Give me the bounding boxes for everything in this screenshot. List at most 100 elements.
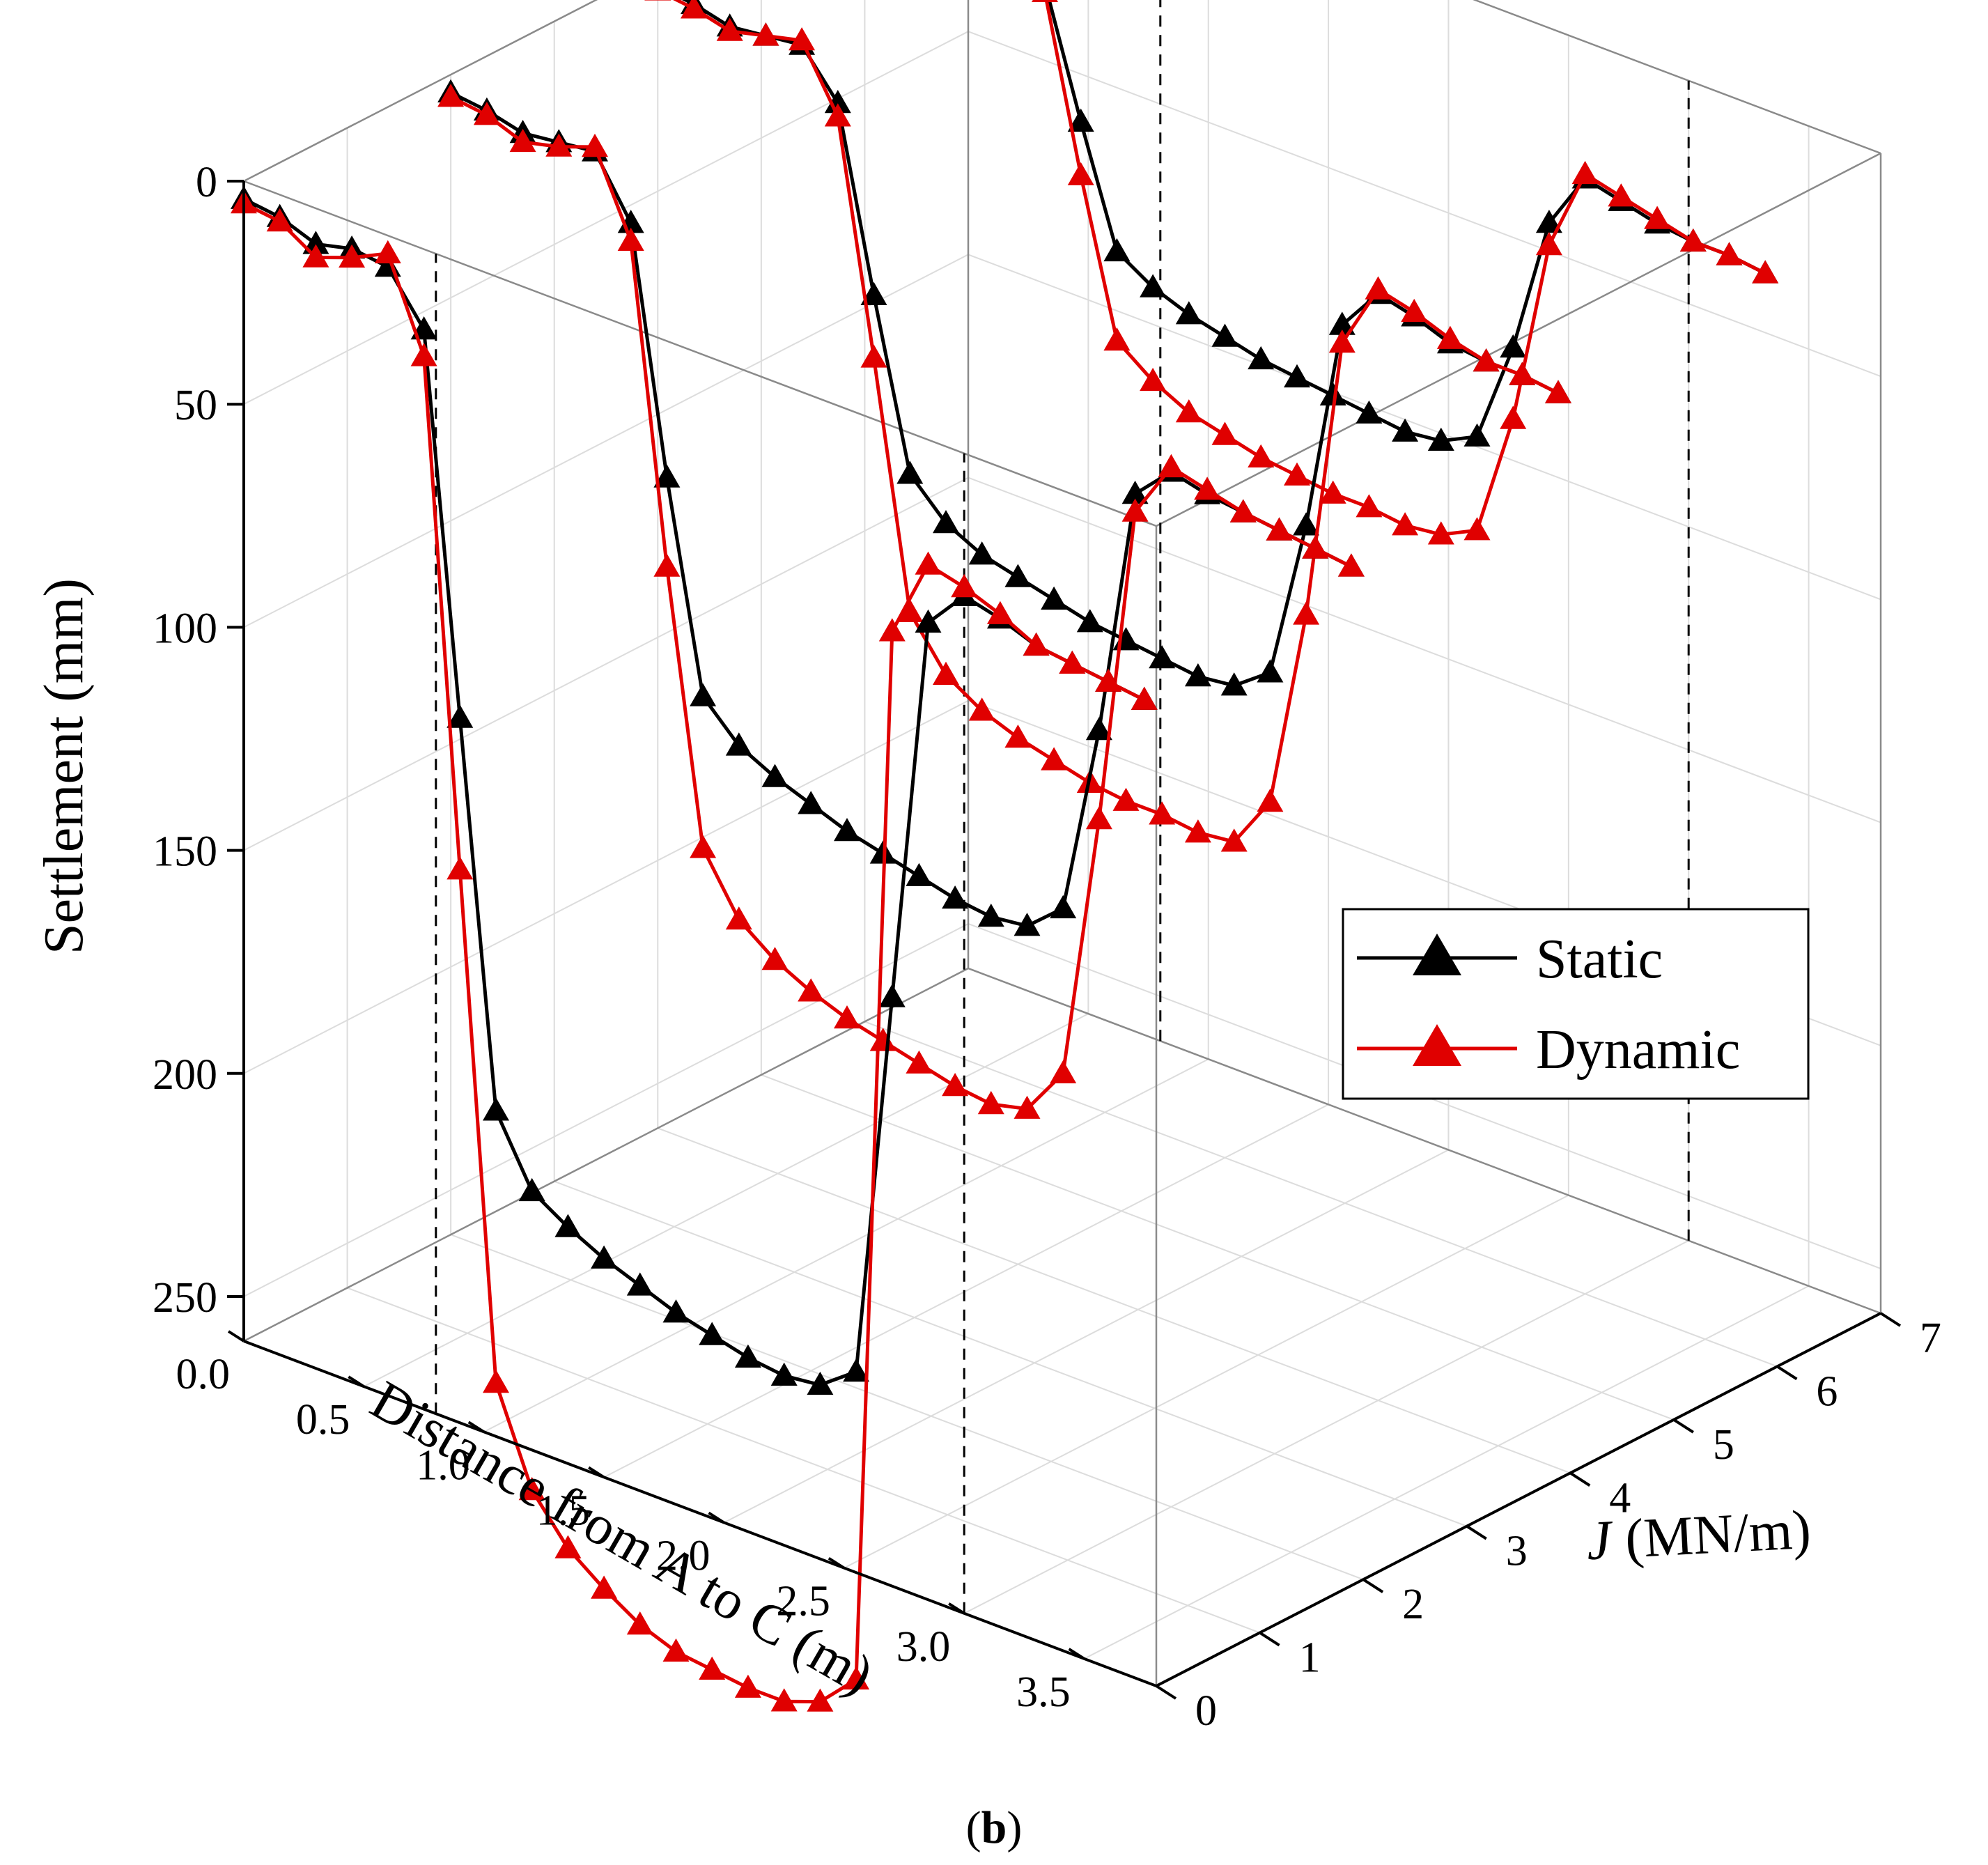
x-axis-tick (828, 1556, 845, 1570)
dynamic-marker (1229, 499, 1257, 523)
static-marker (1427, 427, 1454, 451)
static-marker (761, 764, 789, 787)
x-axis-tick-label: 3.5 (1016, 1669, 1071, 1716)
dynamic-marker (554, 1535, 582, 1558)
y-axis-line (1156, 1312, 1881, 1687)
static-marker (843, 1359, 870, 1382)
static-marker (1356, 400, 1383, 424)
left-wall-grid-line (243, 31, 969, 405)
left-wall-grid-line (243, 254, 969, 628)
y-axis-tick-label: 1 (1299, 1634, 1321, 1682)
dynamic-marker (653, 553, 681, 577)
back-wall-grid-line (968, 477, 1881, 823)
left-wall-grid-line (243, 923, 969, 1297)
static-marker (1085, 717, 1112, 741)
dynamic-marker (483, 1369, 509, 1393)
static-marker (734, 1344, 761, 1368)
dynamic-marker (1571, 160, 1599, 185)
floor-grid-line (963, 1239, 1689, 1614)
dynamic-marker (1401, 298, 1428, 323)
dynamic-marker (977, 1090, 1004, 1115)
static-marker (1014, 913, 1041, 936)
static-marker (834, 818, 860, 842)
static-line-j2 (449, 91, 1353, 928)
dynamic-marker (1752, 260, 1779, 284)
floor-grid-line (864, 1021, 1778, 1368)
dynamic-marker (878, 618, 906, 642)
dynamic-marker (1608, 183, 1635, 207)
back-wall-grid-line (968, 31, 1881, 378)
static-marker (915, 609, 942, 633)
floor-grid-line (483, 1058, 1209, 1433)
dynamic-marker (933, 661, 959, 685)
dynamic-marker (1014, 1095, 1041, 1119)
static-marker (1293, 512, 1320, 536)
static-marker (1140, 274, 1167, 297)
dynamic-marker (644, 0, 671, 1)
y-axis-tick (1466, 1525, 1487, 1540)
floor-grid-line (603, 1104, 1329, 1478)
axes: 0 50 100 150 200 250 0.0 0.5 1.0 1.5 2.0 2.5 3.0 3.5 0… (153, 159, 1941, 1735)
y-axis-tick-label: 6 (1816, 1368, 1838, 1415)
z-axis-title: Settlement (mm) (33, 578, 95, 954)
dynamic-marker (1535, 232, 1562, 256)
static-marker (933, 510, 959, 534)
y-axis-tick-label: 0 (1195, 1687, 1217, 1735)
dynamic-marker (1500, 405, 1527, 429)
x-axis-tick (467, 1421, 485, 1433)
x-axis-line (243, 1340, 1157, 1687)
dynamic-series-j4 (644, 0, 1571, 852)
static-marker (1004, 564, 1032, 587)
dynamic-marker (1545, 380, 1571, 403)
dynamic-marker (446, 856, 474, 880)
x-axis-tick-label: 0.0 (176, 1351, 231, 1398)
static-marker (302, 231, 329, 254)
dynamic-marker (1319, 480, 1346, 504)
box-floor-edge (243, 967, 969, 1342)
dynamic-marker (1248, 444, 1275, 467)
legend-box (1342, 908, 1810, 1100)
static-marker (1392, 418, 1419, 442)
dynamic-marker (942, 1073, 969, 1097)
dynamic-marker (1095, 668, 1122, 692)
x-axis-tick (348, 1375, 365, 1388)
static-marker (798, 791, 825, 814)
dynamic-marker (1211, 421, 1238, 445)
dynamic-marker (906, 1050, 933, 1074)
dynamic-marker (1436, 325, 1463, 349)
static-marker (942, 885, 969, 909)
dynamic-marker (626, 1611, 653, 1635)
dynamic-marker (1103, 327, 1131, 351)
dynamic-marker (1194, 477, 1221, 500)
dynamic-marker (1427, 521, 1454, 545)
legend: Static Dynamic (1342, 908, 1810, 1100)
dynamic-marker (302, 244, 329, 268)
dynamic-marker (1716, 242, 1743, 265)
y-axis-tick (1776, 1365, 1798, 1381)
static-marker (1535, 210, 1562, 233)
y-axis-tick-label: 7 (1920, 1315, 1941, 1362)
figure-caption: (b) (966, 1802, 1023, 1853)
dynamic-marker (473, 102, 500, 125)
static-marker (699, 1322, 726, 1345)
y-axis-tick-label: 2 (1402, 1581, 1424, 1628)
floor-grid-line (1084, 1285, 1810, 1659)
static-marker (1175, 301, 1202, 325)
y-axis-tick (1879, 1312, 1902, 1327)
dynamic-marker (1140, 367, 1167, 392)
static-marker (1184, 663, 1211, 687)
box-top-edge (243, 0, 598, 183)
dynamic-marker (1356, 494, 1383, 518)
static-marker (483, 1097, 509, 1121)
floor-grid-line (554, 1180, 1468, 1527)
box-top-edge (1473, 0, 1881, 155)
static-marker (690, 683, 717, 706)
static-marker (1463, 423, 1491, 447)
dynamic-marker (1149, 801, 1176, 825)
floor-grid-line (450, 1234, 1364, 1581)
figure-caption-open: ( (966, 1802, 981, 1853)
static-marker (1121, 480, 1149, 504)
floor-grid-line (844, 1194, 1569, 1569)
dynamic-marker (1473, 348, 1500, 372)
x-axis-tick-label: 2.0 (656, 1533, 710, 1580)
